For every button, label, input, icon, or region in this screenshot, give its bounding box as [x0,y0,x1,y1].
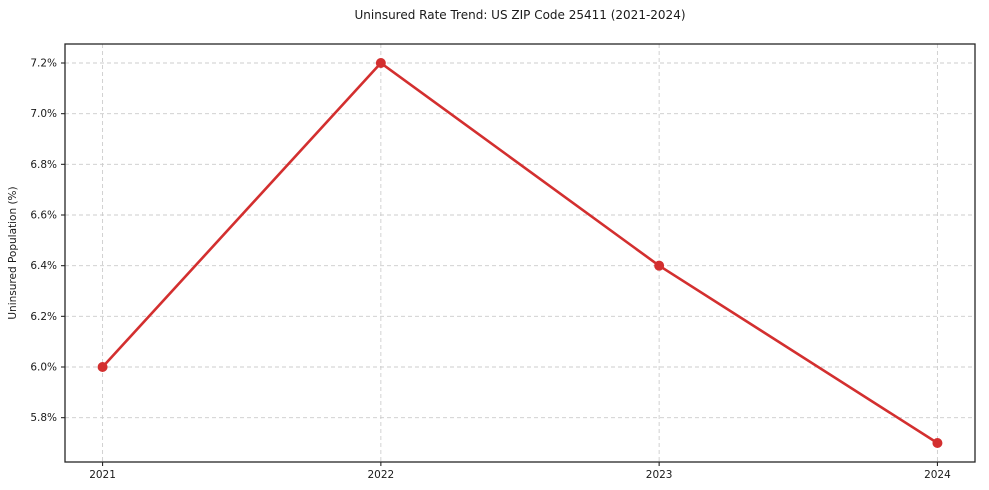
y-tick-label: 6.8% [30,159,57,171]
y-tick-label: 5.8% [30,412,57,424]
chart-title: Uninsured Rate Trend: US ZIP Code 25411 … [354,8,686,22]
data-point [932,438,943,448]
y-tick-label: 6.2% [30,311,57,323]
y-tick-label: 7.2% [30,58,57,70]
y-tick-label: 6.6% [30,210,57,222]
data-point [654,260,665,271]
axes-spines [64,43,976,463]
y-tick-label: 6.0% [30,362,57,374]
y-tick-label: 6.4% [30,260,57,272]
x-tick-label: 2022 [367,469,394,481]
x-tick-label: 2024 [924,469,951,481]
data-point [97,362,108,372]
trend-line [101,61,939,445]
x-tick-label: 2021 [89,469,116,481]
y-tick-label: 7.0% [30,108,57,120]
data-point [375,58,386,68]
x-tick-label: 2023 [646,469,673,481]
